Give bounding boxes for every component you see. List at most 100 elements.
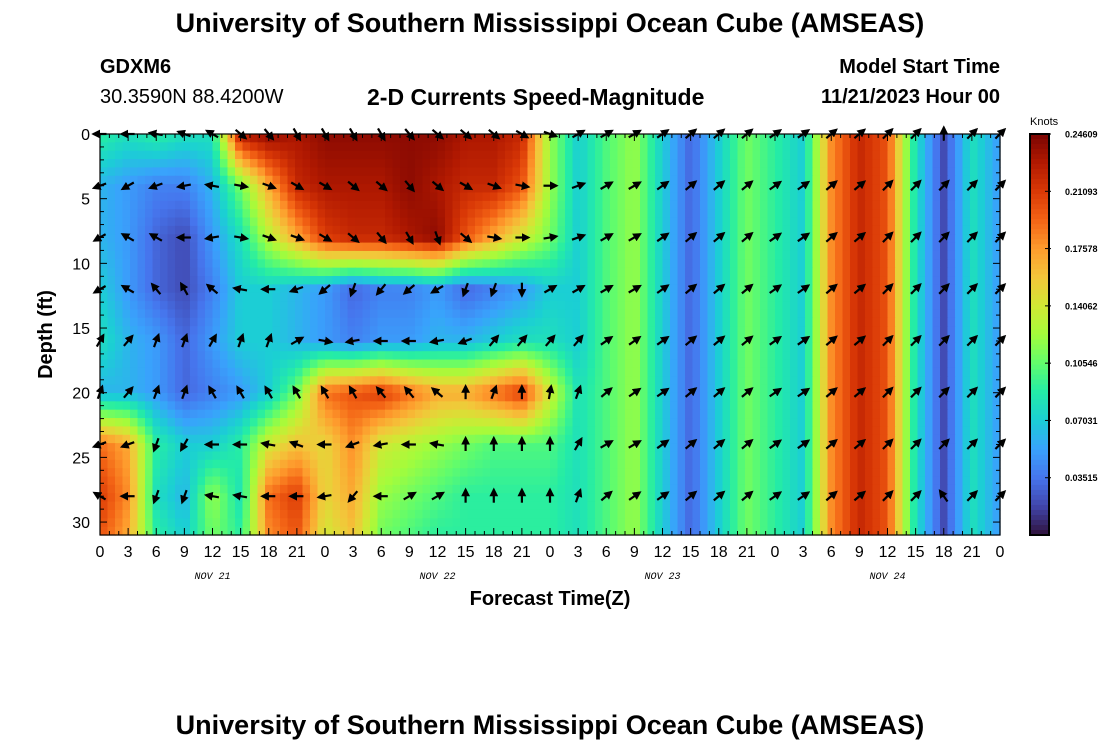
heatmap-cell bbox=[430, 459, 439, 469]
heatmap-cell bbox=[955, 150, 964, 160]
heatmap-cell bbox=[670, 468, 679, 478]
heatmap-cell bbox=[310, 301, 319, 311]
heatmap-cell bbox=[700, 334, 709, 344]
heatmap-cell bbox=[227, 284, 236, 294]
heatmap-cell bbox=[115, 476, 124, 486]
heatmap-cell bbox=[700, 317, 709, 327]
heatmap-cell bbox=[760, 242, 769, 252]
heatmap-cell bbox=[790, 259, 799, 269]
heatmap-cell bbox=[197, 250, 206, 260]
heatmap-cell bbox=[895, 376, 904, 386]
heatmap-cell bbox=[805, 301, 814, 311]
heatmap-cell bbox=[145, 459, 154, 469]
heatmap-cell bbox=[467, 242, 476, 252]
heatmap-cell bbox=[130, 317, 139, 327]
heatmap-cell bbox=[167, 418, 176, 427]
heatmap-cell bbox=[287, 367, 296, 377]
heatmap-cell bbox=[250, 276, 259, 285]
heatmap-cell bbox=[302, 326, 311, 336]
heatmap-cell bbox=[737, 359, 746, 369]
heatmap-cell bbox=[700, 276, 709, 285]
heatmap-cell bbox=[212, 142, 221, 152]
heatmap-cell bbox=[910, 209, 919, 219]
heatmap-cell bbox=[797, 351, 806, 361]
heatmap-cell bbox=[587, 376, 596, 386]
heatmap-cell bbox=[205, 200, 214, 210]
heatmap-cell bbox=[452, 292, 461, 302]
heatmap-cell bbox=[505, 234, 514, 244]
heatmap-cell bbox=[160, 225, 169, 235]
heatmap-cell bbox=[625, 376, 634, 386]
heatmap-cell bbox=[445, 209, 454, 219]
heatmap-cell bbox=[737, 267, 746, 277]
heatmap-cell bbox=[790, 142, 799, 152]
heatmap-cell bbox=[325, 468, 334, 478]
heatmap-cell bbox=[655, 267, 664, 277]
heatmap-cell bbox=[182, 409, 191, 419]
heatmap-cell bbox=[295, 451, 304, 461]
heatmap-cell bbox=[242, 175, 251, 185]
heatmap-cell bbox=[302, 367, 311, 377]
heatmap-cell bbox=[632, 351, 641, 361]
heatmap-cell bbox=[280, 225, 289, 235]
heatmap-cell bbox=[490, 217, 499, 227]
heatmap-cell bbox=[887, 200, 896, 210]
heatmap-cell bbox=[737, 242, 746, 252]
heatmap-cell bbox=[445, 242, 454, 252]
heatmap-cell bbox=[670, 342, 679, 352]
heatmap-cell bbox=[670, 359, 679, 369]
heatmap-cell bbox=[317, 292, 326, 302]
heatmap-cell bbox=[625, 409, 634, 419]
heatmap-cell bbox=[490, 192, 499, 202]
heatmap-cell bbox=[430, 401, 439, 411]
heatmap-cell bbox=[377, 392, 386, 402]
heatmap-cell bbox=[175, 317, 184, 327]
heatmap-cell bbox=[602, 326, 611, 336]
heatmap-cell bbox=[317, 342, 326, 352]
heatmap-cell bbox=[775, 242, 784, 252]
heatmap-cell bbox=[122, 418, 131, 427]
heatmap-cell bbox=[872, 134, 881, 143]
heatmap-cell bbox=[895, 359, 904, 369]
heatmap-cell bbox=[212, 326, 221, 336]
heatmap-cell bbox=[760, 426, 769, 436]
heatmap-cell bbox=[850, 451, 859, 461]
heatmap-cell bbox=[205, 434, 214, 444]
heatmap-cell bbox=[107, 367, 116, 377]
heatmap-cell bbox=[272, 276, 281, 285]
heatmap-cell bbox=[250, 376, 259, 386]
heatmap-cell bbox=[820, 292, 829, 302]
heatmap-cell bbox=[250, 167, 259, 177]
heatmap-cell bbox=[542, 459, 551, 469]
heatmap-cell bbox=[722, 392, 731, 402]
heatmap-cell bbox=[880, 225, 889, 235]
heatmap-cell bbox=[220, 192, 229, 202]
heatmap-cell bbox=[467, 426, 476, 436]
heatmap-cell bbox=[872, 367, 881, 377]
heatmap-cell bbox=[805, 217, 814, 227]
heatmap-cell bbox=[625, 292, 634, 302]
heatmap-cell bbox=[400, 259, 409, 269]
heatmap-cell bbox=[677, 451, 686, 461]
heatmap-cell bbox=[190, 142, 199, 152]
heatmap-cell bbox=[977, 392, 986, 402]
heatmap-cell bbox=[535, 276, 544, 285]
heatmap-cell bbox=[700, 284, 709, 294]
heatmap-cell bbox=[910, 367, 919, 377]
heatmap-cell bbox=[925, 217, 934, 227]
heatmap-cell bbox=[302, 276, 311, 285]
heatmap-cell bbox=[460, 468, 469, 478]
heatmap-cell bbox=[715, 326, 724, 336]
heatmap-cell bbox=[175, 209, 184, 219]
heatmap-cell bbox=[377, 476, 386, 486]
heatmap-cell bbox=[145, 134, 154, 143]
heatmap-cell bbox=[895, 443, 904, 453]
heatmap-cell bbox=[100, 142, 109, 152]
heatmap-cell bbox=[985, 150, 994, 160]
heatmap-cell bbox=[640, 192, 649, 202]
heatmap-cell bbox=[790, 234, 799, 244]
heatmap-cell bbox=[947, 426, 956, 436]
heatmap-cell bbox=[970, 351, 979, 361]
heatmap-cell bbox=[520, 392, 529, 402]
heatmap-cell bbox=[602, 150, 611, 160]
